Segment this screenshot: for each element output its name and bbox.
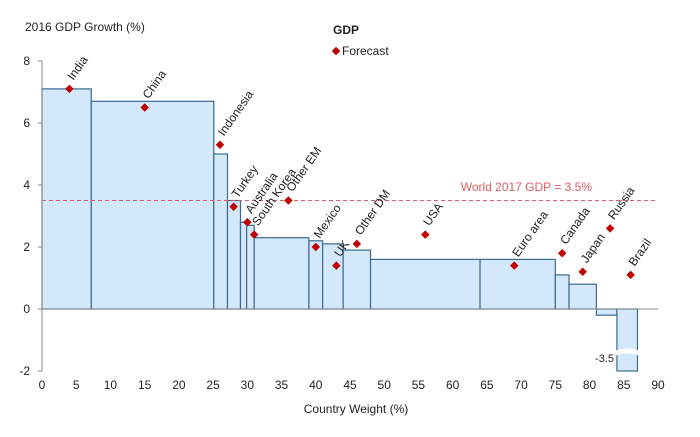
brazil-truncated-label: -3.5 [595, 353, 614, 365]
x-tick-label: 70 [514, 378, 528, 392]
bar-other-dm [342, 249, 372, 310]
x-tick-label: 60 [446, 378, 460, 392]
forecast-marker [249, 230, 259, 239]
x-tick-label: 85 [617, 378, 631, 392]
legend: Forecast [331, 44, 389, 58]
forecast-marker [578, 267, 587, 277]
forecast-marker [510, 261, 519, 270]
forecast-marker [421, 230, 430, 239]
country-label: Other DM [352, 187, 393, 238]
forecast-marker [229, 202, 238, 211]
bar-canada [554, 274, 570, 310]
x-tick-label: 10 [104, 378, 118, 392]
x-axis-title: Country Weight (%) [304, 402, 408, 416]
y-tick-label: 4 [23, 178, 30, 192]
x-tick-label: 55 [412, 378, 426, 392]
x-tick-label: 50 [378, 378, 392, 392]
legend-forecast-marker [331, 46, 341, 56]
x-tick-label: 90 [651, 378, 665, 392]
forecast-marker [605, 224, 615, 233]
y-tick-label: 8 [23, 54, 30, 68]
forecast-marker [311, 242, 321, 252]
y-tick-label: 6 [23, 116, 30, 130]
x-tick-label: 25 [206, 378, 220, 392]
legend-forecast-label: Forecast [342, 44, 389, 58]
x-tick-label: 15 [138, 378, 152, 392]
country-label: Euro area [509, 208, 551, 259]
bar-other-em [253, 237, 310, 310]
x-tick-label: 35 [275, 378, 289, 392]
forecast-marker [626, 270, 635, 280]
y-tick-label: 2 [23, 240, 30, 254]
bar-euro-area [479, 258, 556, 310]
bar-australia [239, 221, 248, 310]
x-tick-label: 20 [172, 378, 186, 392]
x-tick-label: 5 [73, 378, 80, 392]
country-label: Mexico [311, 201, 344, 240]
bar-japan [568, 283, 597, 310]
x-tick-label: 65 [480, 378, 494, 392]
bar-usa [369, 258, 481, 310]
forecast-marker [284, 196, 293, 205]
bar-china [90, 100, 215, 310]
reference-line-label: World 2017 GDP = 3.5% [461, 180, 593, 194]
bar-russia [595, 308, 618, 316]
axis-break [614, 348, 640, 356]
chart-title: GDP [333, 23, 359, 37]
country-label: China [140, 67, 170, 101]
x-tick-label: 30 [241, 378, 255, 392]
bar-india [41, 88, 92, 310]
forecast-marker [215, 140, 225, 149]
country-label: India [64, 53, 91, 83]
bar-south-korea [246, 224, 255, 310]
forecast-marker [65, 84, 74, 94]
x-tick-label: 75 [549, 378, 563, 392]
x-tick-label: 45 [343, 378, 357, 392]
country-label: Russia [605, 184, 638, 222]
country-label: Indonesia [215, 87, 257, 138]
forecast-marker [352, 239, 362, 249]
bar-indonesia [213, 153, 229, 310]
x-tick-label: 0 [39, 378, 46, 392]
bar-brazil [616, 308, 639, 372]
country-label: Japan [578, 231, 608, 266]
x-tick-label: 40 [309, 378, 323, 392]
y-tick-label: -2 [19, 364, 30, 378]
y-tick-label: 0 [23, 302, 30, 316]
country-label: Brazil [626, 236, 655, 269]
forecast-marker [557, 248, 567, 258]
forecast-marker [243, 217, 252, 227]
country-label: Canada [557, 204, 593, 247]
bar-turkey [226, 199, 242, 310]
country-label: USA [420, 200, 446, 228]
forecast-marker [140, 103, 149, 112]
x-tick-label: 80 [583, 378, 597, 392]
forecast-marker [332, 261, 341, 270]
y-axis-title: 2016 GDP Growth (%) [25, 20, 145, 34]
